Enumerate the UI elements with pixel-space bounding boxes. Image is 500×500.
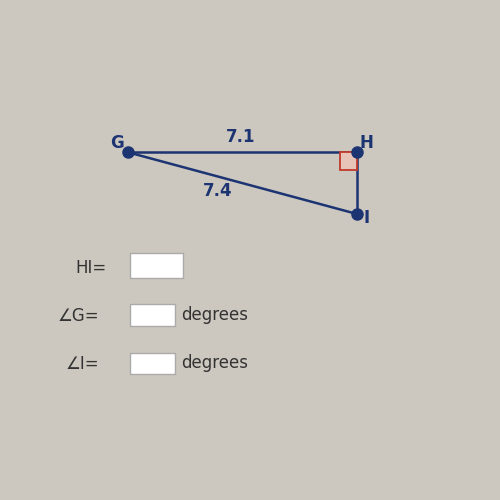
Text: 7.1: 7.1	[226, 128, 256, 146]
Text: G: G	[110, 134, 124, 152]
Text: degrees: degrees	[180, 306, 248, 324]
Text: ∠G=: ∠G=	[58, 307, 100, 325]
FancyBboxPatch shape	[130, 304, 175, 326]
Text: HI=: HI=	[76, 259, 107, 277]
Text: H: H	[360, 134, 374, 152]
Bar	[340, 152, 357, 170]
Text: degrees: degrees	[180, 354, 248, 372]
FancyBboxPatch shape	[130, 352, 175, 374]
FancyBboxPatch shape	[130, 252, 182, 278]
Text: ∠I=: ∠I=	[66, 355, 100, 373]
Text: I: I	[364, 209, 370, 227]
Text: 7.4: 7.4	[202, 182, 232, 200]
